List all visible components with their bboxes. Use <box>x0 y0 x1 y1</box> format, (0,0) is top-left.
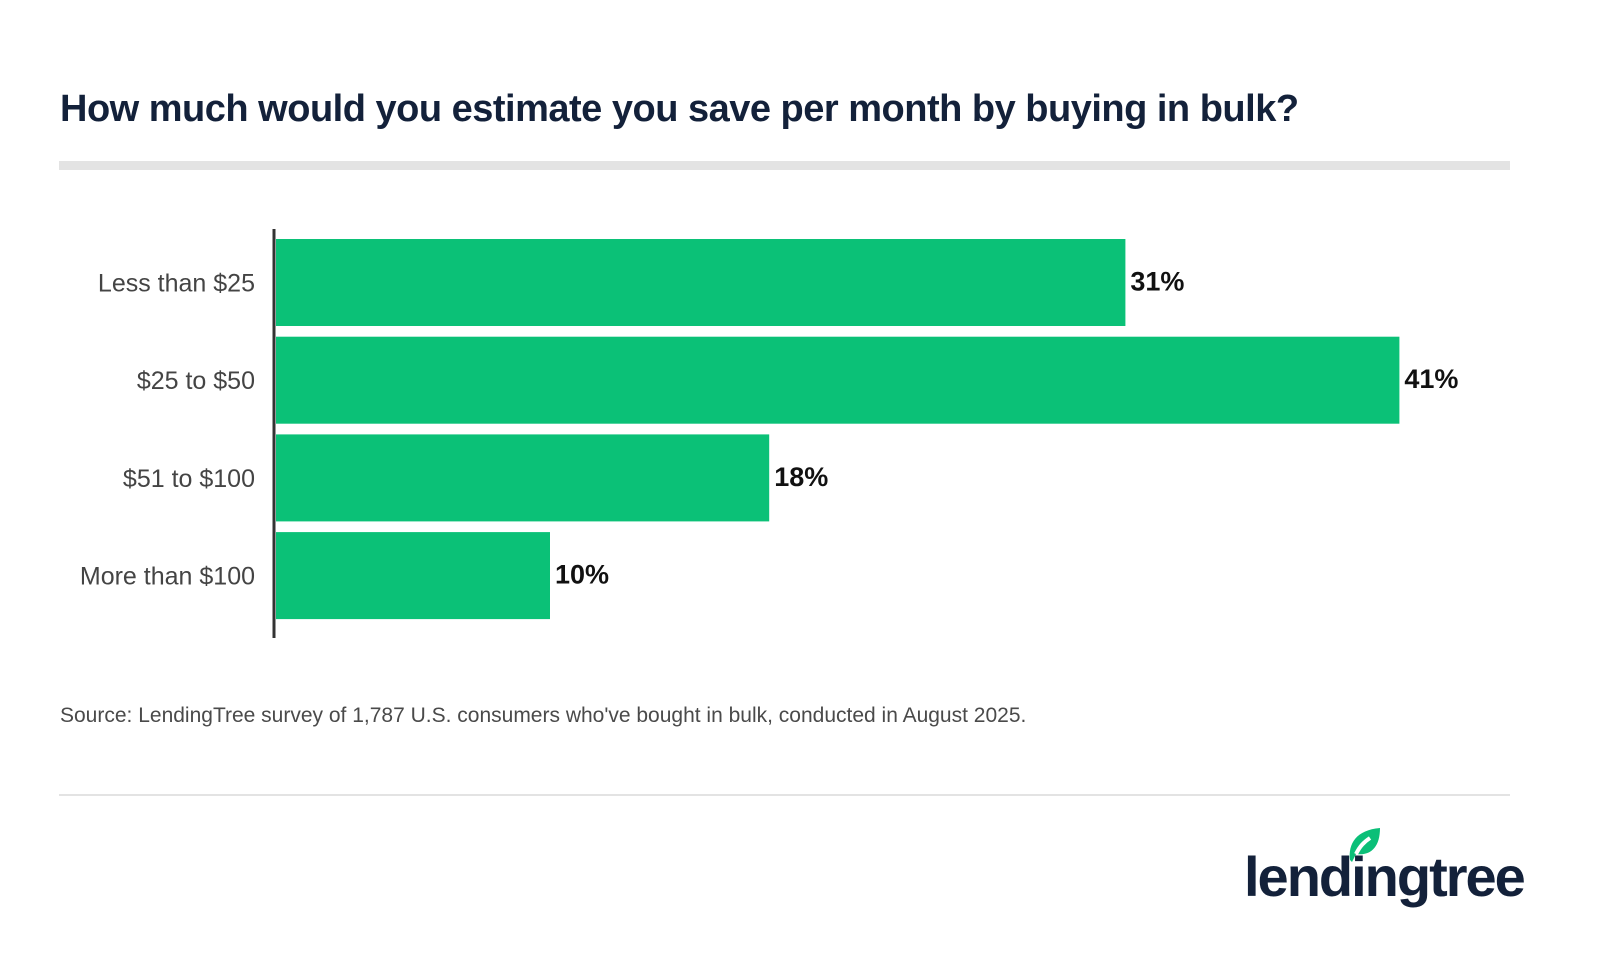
bar-chart: Less than $25 31% $25 to $50 41% $51 to $100… <box>80 229 1458 638</box>
bar <box>276 532 550 620</box>
category-label: Less than $25 <box>98 270 255 298</box>
data-label: 18% <box>774 462 828 492</box>
data-label: 10% <box>555 560 609 590</box>
category-label: $51 to $100 <box>123 465 255 493</box>
bar <box>276 239 1126 326</box>
category-label: More than $100 <box>80 563 255 591</box>
data-label: 41% <box>1404 364 1458 394</box>
category-label: $25 to $50 <box>137 367 255 395</box>
title-divider <box>59 161 1510 170</box>
lendingtree-logo: lendingtree <box>1244 822 1526 912</box>
footer-divider <box>59 794 1510 796</box>
source-note: Source: LendingTree survey of 1,787 U.S.… <box>60 704 1027 727</box>
leaf-icon <box>1349 828 1380 862</box>
bar <box>276 434 770 522</box>
data-label: 31% <box>1130 267 1184 297</box>
chart-title: How much would you estimate you save per… <box>60 88 1299 130</box>
bar <box>276 336 1400 424</box>
logo-text: lendingtree <box>1244 845 1526 908</box>
